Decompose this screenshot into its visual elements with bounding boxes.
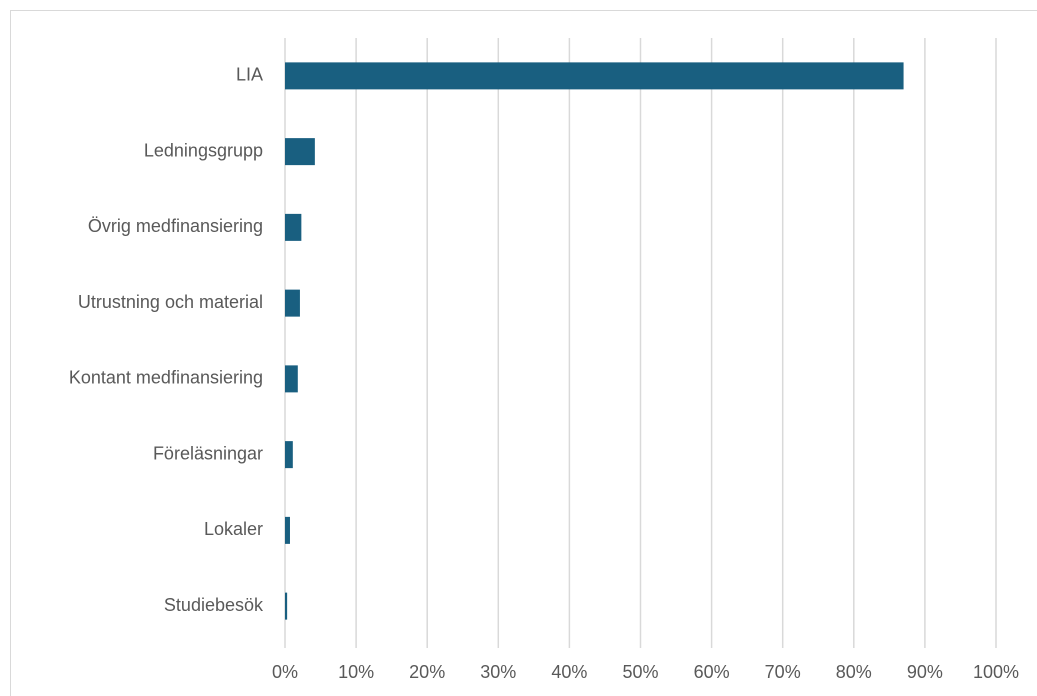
y-tick-label: Studiebesök [164,595,264,615]
x-tick-label: 40% [551,662,587,682]
x-tick-label: 90% [907,662,943,682]
bar [285,516,290,544]
y-tick-label: Övrig medfinansiering [88,216,263,236]
x-tick-label: 0% [272,662,298,682]
x-tick-label: 10% [338,662,374,682]
y-tick-label: Kontant medfinansiering [69,368,263,388]
y-tick-label: Ledningsgrupp [144,140,263,160]
chart-frame [10,10,1037,696]
x-tick-label: 60% [694,662,730,682]
bar [285,441,293,469]
y-tick-label: LIA [236,65,263,85]
bar [285,138,315,166]
bar [285,62,904,90]
x-tick-label: 30% [480,662,516,682]
y-tick-label: Utrustning och material [78,292,263,312]
bar [285,213,302,241]
bar [285,289,300,317]
x-tick-label: 100% [973,662,1019,682]
bar [285,592,288,620]
x-tick-label: 80% [836,662,872,682]
bar [285,365,298,393]
x-tick-label: 50% [622,662,658,682]
x-tick-label: 70% [765,662,801,682]
y-tick-label: Föreläsningar [153,443,263,463]
y-tick-label: Lokaler [204,519,263,539]
x-tick-label: 20% [409,662,445,682]
